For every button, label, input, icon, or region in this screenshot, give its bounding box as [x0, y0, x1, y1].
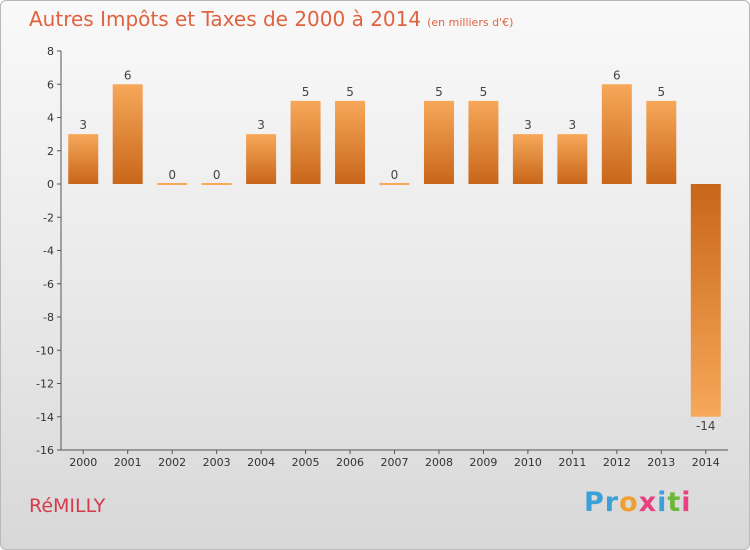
x-tick-label: 2009 [469, 456, 497, 469]
axes: 8 6 4 2 0 -2 -4 -6 -8 -10 -12 -14 -16 2000 2001 2002 200… [36, 45, 728, 469]
bar [690, 184, 721, 417]
x-tick-label: 2004 [247, 456, 275, 469]
bar [68, 134, 99, 184]
y-tick-label: 6 [47, 78, 54, 91]
bar [157, 183, 188, 185]
data-label: 5 [435, 85, 443, 99]
x-tick-label: 2007 [381, 456, 409, 469]
logo-letter: r [604, 487, 620, 518]
bar [246, 134, 277, 184]
logo-letter: P [584, 487, 605, 518]
proxiti-logo: Proxiti [584, 487, 692, 518]
data-label: 3 [257, 118, 265, 132]
title-unit: (en milliers d'€) [427, 16, 514, 29]
commune-name: RéMILLY [29, 495, 106, 517]
chart-title: Autres Impôts et Taxes de 2000 à 2014 (en… [29, 7, 513, 31]
x-tick-label: 2014 [692, 456, 720, 469]
data-label: 0 [391, 168, 399, 182]
y-tick-label: -4 [43, 245, 54, 258]
y-tick-label: -2 [43, 211, 54, 224]
data-label: 5 [346, 85, 354, 99]
title-text: Autres Impôts et Taxes de 2000 à 2014 [29, 7, 422, 31]
logo-letter: i [681, 487, 692, 518]
bar [290, 100, 321, 184]
logo-letter: o [619, 487, 639, 518]
y-tick-label: 0 [47, 178, 54, 191]
bar [379, 183, 410, 185]
data-label: 3 [569, 118, 577, 132]
x-tick-label: 2003 [203, 456, 231, 469]
x-tick-label: 2006 [336, 456, 364, 469]
x-tick-label: 2002 [158, 456, 186, 469]
x-tick-label: 2005 [292, 456, 320, 469]
data-label: 3 [79, 118, 87, 132]
x-tick-label: 2011 [558, 456, 586, 469]
y-tick-label: 4 [47, 112, 54, 125]
data-label: 0 [213, 168, 221, 182]
data-label: 3 [524, 118, 532, 132]
bar [468, 100, 499, 184]
y-tick-label: -12 [36, 378, 54, 391]
bar [201, 183, 232, 185]
data-label: 5 [480, 85, 488, 99]
y-tick-label: -8 [43, 311, 54, 324]
bar [112, 84, 143, 184]
logo-letter: t [667, 487, 682, 518]
x-tick-label: 2013 [647, 456, 675, 469]
x-tick-label: 2008 [425, 456, 453, 469]
y-tick-label: -6 [43, 278, 54, 291]
logo-letter: x [638, 487, 658, 518]
bar [646, 100, 677, 184]
data-label: 6 [613, 68, 621, 82]
x-tick-label: 2000 [69, 456, 97, 469]
data-label: 6 [124, 68, 132, 82]
data-label: 0 [168, 168, 176, 182]
bar [423, 100, 454, 184]
y-tick-label: -14 [36, 411, 54, 424]
bar [601, 84, 632, 184]
bar [512, 134, 543, 184]
bars: 3 6 0 0 3 5 5 0 5 5 3 3 6 5 -14 [68, 68, 721, 433]
x-tick-label: 2001 [114, 456, 142, 469]
bar [335, 100, 366, 184]
data-label: 5 [302, 85, 310, 99]
y-tick-label: 8 [47, 45, 54, 58]
data-label: -14 [696, 419, 716, 433]
y-tick-label: -16 [36, 444, 54, 457]
x-tick-label: 2012 [603, 456, 631, 469]
y-tick-label: 2 [47, 145, 54, 158]
y-tick-label: -10 [36, 344, 54, 357]
data-label: 5 [657, 85, 665, 99]
logo-letter: i [657, 487, 668, 518]
bar [557, 134, 588, 184]
x-tick-label: 2010 [514, 456, 542, 469]
